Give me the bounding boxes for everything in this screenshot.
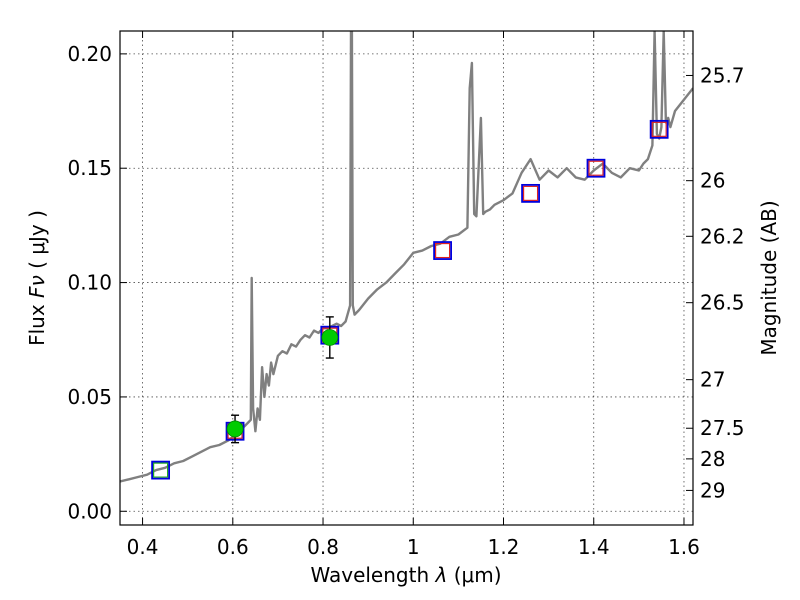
magnitude-tick-label: 29 — [700, 478, 725, 502]
y-tick-label: 0.15 — [67, 156, 112, 180]
magnitude-tick-label: 26 — [700, 169, 725, 193]
x-tick-label: 0.6 — [217, 535, 249, 559]
plot-frame — [119, 30, 694, 526]
observed-photometry-series — [226, 316, 339, 444]
observed-point — [321, 329, 339, 346]
magnitude-tick-label: 27.5 — [700, 416, 745, 440]
model-point-inner — [588, 160, 604, 176]
magnitude-tick-label: 27 — [700, 368, 725, 392]
y-axis-title: Flux Fν ( μJy ) — [25, 210, 49, 346]
model-point-inner — [434, 242, 451, 259]
y-tick-label: 0.10 — [67, 271, 112, 295]
model-point — [586, 158, 606, 178]
x-tick-label: 0.4 — [127, 535, 159, 559]
magnitude-tick-label: 26.2 — [700, 224, 745, 248]
magnitude-axis-title: Magnitude (AB) — [757, 200, 781, 355]
observed-point — [226, 420, 244, 438]
spectrum-line — [120, 31, 693, 483]
model-point-inner — [522, 185, 539, 201]
model-point-inner — [153, 462, 169, 478]
axis-ticks: 0.4 0.6 0.8 1 1.2 1.4 1.6 0.00 0.05 0.10 0.15 0.20 2… — [67, 31, 745, 559]
y-tick-label: 0.05 — [67, 385, 112, 409]
x-tick-label: 1.6 — [668, 535, 700, 559]
model-point — [433, 241, 452, 260]
grid-lines — [120, 31, 693, 525]
model-point — [521, 183, 540, 203]
x-tick-label: 1.2 — [488, 535, 520, 559]
model-point — [649, 119, 669, 139]
y-tick-label: 0.20 — [67, 42, 112, 66]
magnitude-tick-label: 26.5 — [700, 291, 745, 315]
y-tick-label: 0.00 — [67, 499, 112, 523]
magnitude-tick-label: 25.7 — [700, 63, 745, 87]
x-tick-label: 0.8 — [307, 535, 339, 559]
x-tick-label: 1.4 — [578, 535, 610, 559]
model-point — [151, 460, 171, 480]
x-tick-label: 1 — [407, 535, 420, 559]
spectrum-series — [120, 31, 693, 483]
x-axis-title: Wavelength λ (μm) — [310, 563, 501, 587]
magnitude-tick-label: 28 — [700, 447, 725, 471]
model-point-inner — [651, 121, 667, 137]
